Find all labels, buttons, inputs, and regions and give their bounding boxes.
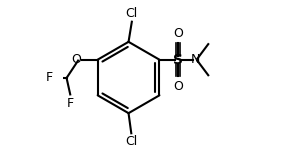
Text: Cl: Cl bbox=[125, 135, 137, 148]
Text: F: F bbox=[67, 97, 74, 110]
Text: F: F bbox=[46, 71, 53, 84]
Text: S: S bbox=[173, 53, 183, 67]
Text: O: O bbox=[71, 53, 81, 66]
Text: Cl: Cl bbox=[126, 7, 138, 20]
Text: N: N bbox=[191, 53, 200, 66]
Text: O: O bbox=[173, 27, 183, 40]
Text: O: O bbox=[173, 80, 183, 93]
